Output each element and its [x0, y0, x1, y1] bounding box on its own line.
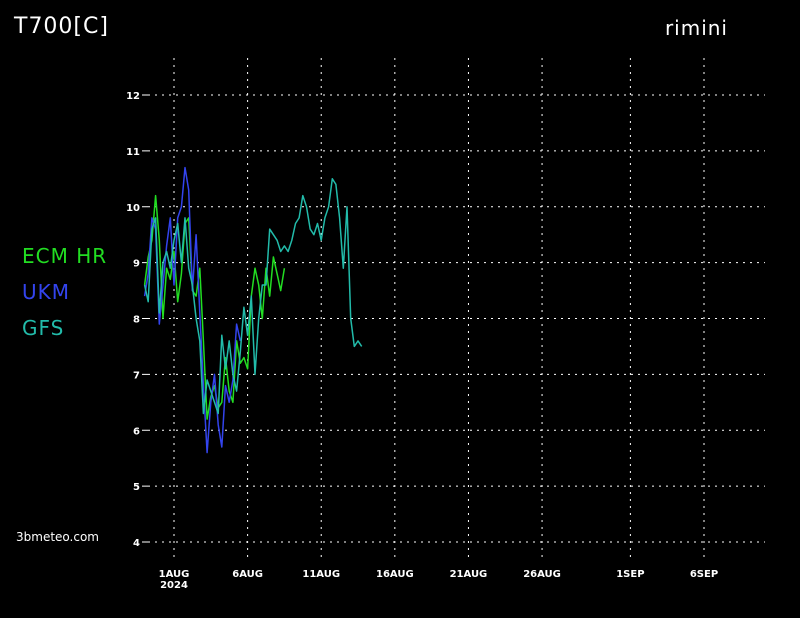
legend-ukm: UKM	[22, 280, 71, 304]
tick-label-x-5: 26AUG	[523, 569, 561, 580]
location-label: rimini	[664, 16, 728, 40]
tick-label-x-4: 21AUG	[450, 569, 488, 580]
tick-label-x-1: 6AUG	[232, 569, 263, 580]
source-credit: 3bmeteo.com	[16, 530, 99, 544]
tick-sublabel-x-0: 2024	[160, 580, 188, 591]
tick-label-x-2: 11AUG	[302, 569, 340, 580]
series-line-gfs	[143, 178, 363, 415]
tick-label-y-9: 9	[133, 259, 140, 270]
series-line-ecm-hr	[143, 194, 286, 420]
tick-label-y-12: 12	[126, 91, 140, 102]
tick-label-y-11: 11	[126, 147, 140, 158]
tick-label-y-4: 4	[133, 538, 140, 549]
tick-label-y-7: 7	[133, 370, 140, 381]
legend-ecm-hr: ECM HR	[22, 244, 108, 268]
tick-label-y-8: 8	[133, 315, 140, 326]
legend-gfs: GFS	[22, 316, 65, 340]
tick-label-x-0: 1AUG	[159, 569, 190, 580]
tick-label-x-6: 1SEP	[616, 569, 644, 580]
chart-title: T700[C]	[14, 14, 109, 39]
tick-label-y-10: 10	[126, 203, 140, 214]
tick-label-y-5: 5	[133, 482, 140, 493]
tick-label-x-3: 16AUG	[376, 569, 414, 580]
tick-label-y-6: 6	[133, 426, 140, 437]
tick-label-x-7: 6SEP	[690, 569, 718, 580]
